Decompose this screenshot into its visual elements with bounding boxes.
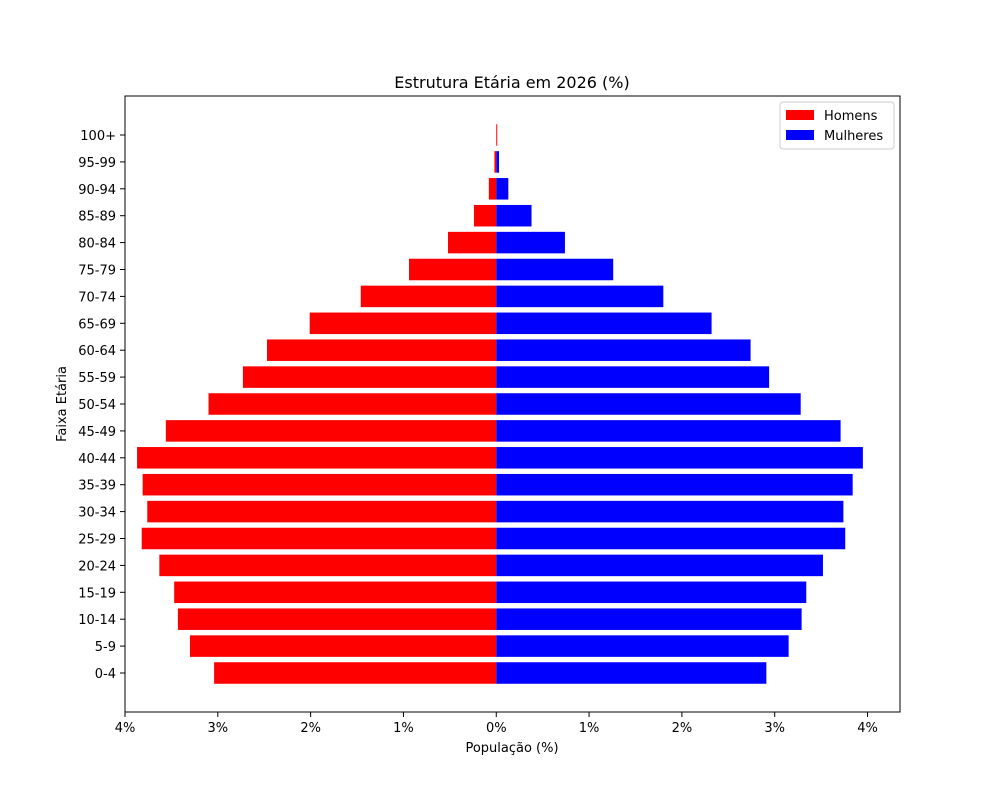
x-tick-label: 0% — [486, 721, 507, 736]
bar-mulheres-35-39 — [496, 473, 853, 496]
y-tick-label: 45-49 — [78, 425, 116, 440]
y-tick-label: 15-19 — [78, 586, 116, 601]
y-tick-label: 85-89 — [78, 210, 116, 225]
y-tick-label: 75-79 — [78, 264, 116, 279]
chart-title: Estrutura Etária em 2026 (%) — [394, 73, 629, 92]
legend-label-homens: Homens — [824, 109, 878, 124]
bar-mulheres-25-29 — [496, 527, 846, 550]
bar-mulheres-40-44 — [496, 447, 863, 469]
x-tick-label: 3% — [208, 721, 229, 736]
bar-homens-5-9 — [189, 635, 497, 657]
legend-swatch-homens — [786, 110, 814, 120]
y-tick-label: 5-9 — [95, 640, 116, 655]
bar-mulheres-45-49 — [496, 420, 841, 442]
bar-mulheres-20-24 — [496, 554, 823, 577]
bar-mulheres-95-99 — [496, 151, 500, 173]
bar-homens-15-19 — [174, 581, 497, 604]
y-tick-label: 30-34 — [78, 506, 116, 521]
legend-label-mulheres: Mulheres — [824, 129, 883, 144]
bar-mulheres-15-19 — [496, 581, 807, 604]
bar-homens-20-24 — [159, 554, 497, 577]
x-axis-ticks: 4% 3% 2% 1% 0% 1% 2% 3% 4% — [115, 712, 878, 736]
bar-mulheres-10-14 — [496, 608, 802, 630]
legend: Homens Mulheres — [779, 101, 895, 150]
bar-homens-60-64 — [267, 339, 497, 361]
bar-homens-85-89 — [473, 204, 497, 227]
x-tick-label: 1% — [579, 721, 600, 736]
bar-mulheres-65-69 — [496, 312, 712, 335]
bar-mulheres-85-89 — [496, 204, 532, 227]
bar-mulheres-30-34 — [496, 500, 844, 523]
y-tick-label: 40-44 — [78, 452, 116, 467]
y-tick-label: 0-4 — [95, 667, 116, 682]
y-tick-label: 50-54 — [78, 398, 116, 413]
x-tick-label: 1% — [393, 721, 414, 736]
y-tick-label: 20-24 — [78, 559, 116, 574]
bar-homens-35-39 — [142, 473, 497, 496]
y-tick-label: 100+ — [80, 129, 116, 144]
bars-group — [137, 124, 863, 684]
bar-homens-100+ — [496, 124, 498, 146]
bar-homens-40-44 — [137, 447, 497, 469]
bar-homens-30-34 — [147, 500, 497, 523]
y-tick-label: 10-14 — [78, 613, 116, 628]
bar-homens-80-84 — [447, 231, 497, 254]
bar-homens-45-49 — [165, 420, 497, 442]
bar-homens-70-74 — [360, 285, 497, 308]
y-tick-label: 25-29 — [78, 533, 116, 548]
y-axis-ticks: 0-4 5-9 10-14 15-19 20-24 25-29 30-34 35-39 40-4… — [78, 129, 125, 682]
bar-mulheres-90-94 — [496, 178, 509, 200]
bar-homens-0-4 — [214, 662, 497, 684]
bar-mulheres-70-74 — [496, 285, 664, 308]
x-tick-label: 3% — [764, 721, 785, 736]
x-axis-label: População (%) — [465, 741, 558, 756]
bar-mulheres-60-64 — [496, 339, 751, 361]
bar-homens-55-59 — [242, 366, 497, 388]
y-tick-label: 65-69 — [78, 317, 116, 332]
bar-mulheres-75-79 — [496, 258, 614, 281]
y-tick-label: 90-94 — [78, 183, 116, 198]
legend-swatch-mulheres — [786, 130, 814, 140]
y-axis-label: Faixa Etária — [55, 366, 70, 442]
bar-mulheres-55-59 — [496, 366, 770, 388]
x-tick-label: 4% — [115, 721, 136, 736]
bar-mulheres-0-4 — [496, 662, 767, 684]
y-tick-label: 95-99 — [78, 156, 116, 171]
bar-homens-50-54 — [208, 393, 497, 415]
y-tick-label: 55-59 — [78, 371, 116, 386]
bar-mulheres-50-54 — [496, 393, 801, 415]
x-tick-label: 2% — [300, 721, 321, 736]
bar-mulheres-5-9 — [496, 635, 789, 657]
bar-homens-90-94 — [488, 178, 497, 200]
bar-homens-95-99 — [494, 151, 497, 173]
x-tick-label: 2% — [672, 721, 693, 736]
y-tick-label: 80-84 — [78, 237, 116, 252]
x-tick-label: 4% — [857, 721, 878, 736]
y-tick-label: 70-74 — [78, 290, 116, 305]
bar-homens-25-29 — [141, 527, 497, 550]
y-tick-label: 35-39 — [78, 479, 116, 494]
bar-homens-75-79 — [409, 258, 497, 281]
bar-homens-10-14 — [177, 608, 497, 630]
y-tick-label: 60-64 — [78, 344, 116, 359]
bar-mulheres-80-84 — [496, 231, 565, 254]
bar-homens-65-69 — [309, 312, 497, 335]
